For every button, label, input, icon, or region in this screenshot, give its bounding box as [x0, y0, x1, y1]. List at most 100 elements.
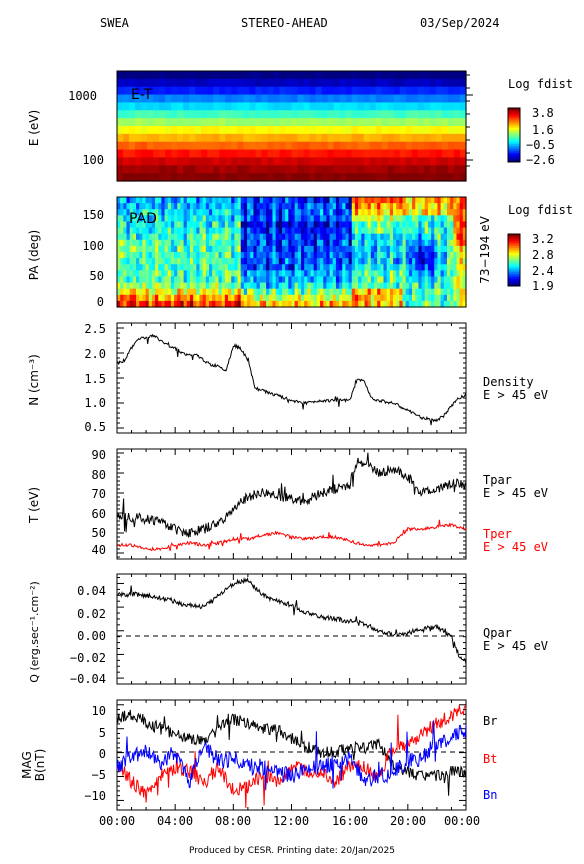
pad-cell: [304, 203, 308, 210]
et-cell: [267, 118, 275, 127]
pad-cell: [361, 294, 366, 302]
et-cell: [171, 141, 178, 151]
temp-ylabel: T (eV): [27, 487, 41, 524]
pad-cell: [123, 221, 128, 229]
et-cell: [237, 141, 244, 151]
pad-cell: [240, 258, 245, 265]
et-cell: [165, 118, 172, 127]
pad-cell: [456, 300, 461, 308]
pad-cell: [275, 233, 280, 241]
pad-cell: [348, 300, 353, 308]
pad-cell: [269, 258, 274, 265]
pad-cell: [342, 270, 347, 278]
pad-cell: [170, 221, 175, 229]
et-cell: [285, 165, 293, 174]
pad-cell: [316, 288, 321, 296]
et-cell: [267, 126, 275, 135]
pad-cell: [354, 233, 359, 241]
pad-cell: [323, 294, 327, 302]
pad-cell: [316, 276, 321, 284]
pad-cell: [405, 245, 410, 253]
pad-cell: [386, 197, 391, 204]
pad-cell: [342, 276, 347, 284]
pad-cell: [199, 276, 204, 284]
pad-cell: [272, 282, 277, 290]
et-cell: [267, 165, 275, 174]
pad-cell: [389, 258, 394, 265]
pad-cell: [231, 264, 235, 271]
et-colorbar-step: [508, 136, 520, 140]
et-cell: [423, 86, 431, 96]
pad-cell: [415, 209, 420, 216]
pad-cell: [320, 239, 324, 247]
tpar-legend-name: Tpar: [483, 473, 512, 487]
heat-ytick-4: −0.04: [70, 672, 106, 686]
pad-cell: [393, 227, 397, 235]
et-cell: [303, 78, 311, 88]
pad-cell: [170, 282, 175, 290]
pad-cell: [291, 233, 296, 241]
pad-cell: [301, 252, 305, 259]
pad-cell: [234, 197, 239, 204]
pad-cell: [186, 300, 191, 308]
pad-cell: [393, 276, 397, 284]
pad-cell: [421, 270, 426, 278]
et-cell: [363, 141, 371, 151]
pad-cell: [399, 221, 404, 229]
et-cell: [285, 133, 293, 143]
et-cell: [453, 102, 461, 111]
et-cell: [441, 165, 449, 174]
pad-cell: [450, 239, 454, 247]
pad-cell: [301, 221, 305, 229]
pad-cell: [288, 252, 293, 259]
pad-cell: [285, 239, 289, 247]
et-cell: [261, 71, 269, 80]
pad-cell: [199, 264, 204, 271]
pad-cell: [345, 282, 350, 290]
et-cell: [159, 165, 166, 174]
pad-cell: [205, 197, 210, 204]
et-cell: [363, 157, 371, 166]
pad-cell: [243, 233, 248, 241]
pad-colorbar-step: [508, 279, 520, 282]
pad-cell: [250, 209, 255, 216]
pad-cell: [348, 209, 353, 216]
pad-cell: [269, 282, 274, 290]
qpar-legend-name: Qpar: [483, 626, 512, 640]
pad-cell: [205, 203, 210, 210]
pad-cell: [170, 276, 175, 284]
pad-cell: [129, 258, 134, 265]
pad-cell: [167, 276, 172, 284]
pad-cell: [412, 276, 416, 284]
pad-cell: [262, 288, 267, 296]
et-cell: [141, 118, 148, 127]
pad-cell: [427, 203, 432, 210]
et-cell: [351, 71, 359, 80]
pad-cell: [377, 209, 381, 216]
et-cell: [297, 141, 305, 151]
pad-cell: [278, 282, 283, 290]
pad-cell: [234, 239, 239, 247]
pad-cell: [450, 227, 454, 235]
pad-cell: [304, 270, 308, 278]
pad-cell: [386, 233, 391, 241]
pad-cell: [418, 203, 423, 210]
pad-cell: [262, 258, 267, 265]
pad-colorbar-step: [508, 247, 520, 251]
pad-cell: [380, 209, 385, 216]
pad-cell: [431, 258, 435, 265]
pad-cell: [380, 294, 385, 302]
et-cell: [453, 78, 461, 88]
et-cell: [417, 126, 425, 135]
et-cell: [369, 157, 377, 166]
et-cell: [423, 110, 431, 119]
et-cell: [405, 78, 413, 88]
pad-cell: [117, 203, 121, 210]
pad-cell: [218, 282, 223, 290]
pad-cell: [136, 197, 140, 204]
et-cell: [255, 86, 263, 96]
pad-cell: [408, 197, 413, 204]
pad-cell: [120, 215, 124, 223]
et-cell: [195, 110, 202, 119]
et-cell: [429, 157, 437, 166]
